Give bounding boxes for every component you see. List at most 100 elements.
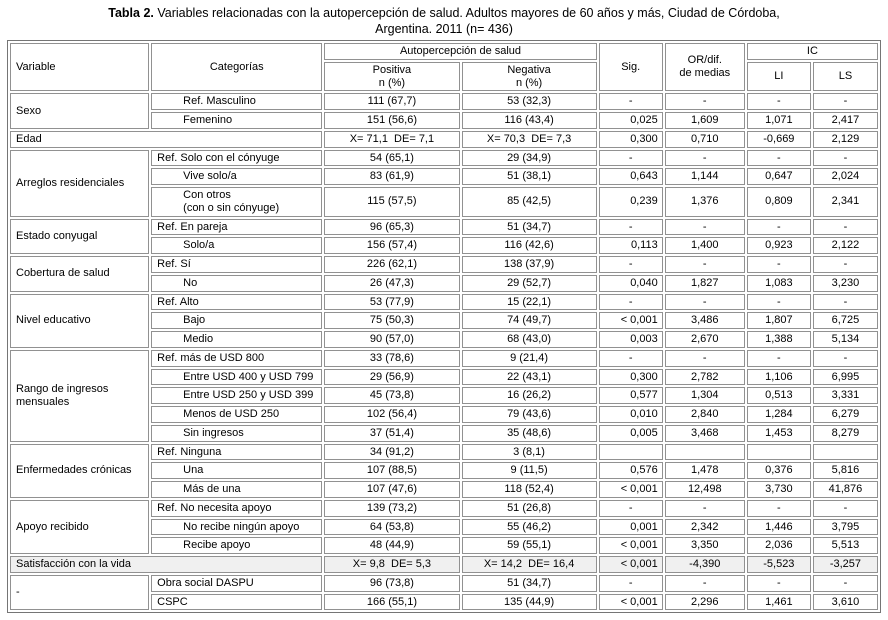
category-cell: Femenino bbox=[151, 112, 323, 129]
or-cell: - bbox=[664, 218, 745, 236]
or-cell: 3,468 bbox=[664, 424, 745, 442]
ls-cell: 6,725 bbox=[812, 312, 878, 329]
sig-cell: 0,300 bbox=[598, 368, 663, 386]
positive-cell: X= 71,1 DE= 7,1 bbox=[324, 130, 460, 148]
category-cell: Ref. Sí bbox=[151, 256, 323, 273]
variable-cell: - bbox=[10, 574, 150, 611]
title-text: Variables relacionadas con la autopercep… bbox=[153, 6, 780, 20]
header-row-2: Positiva n (%) Negativa n (%) LI LS bbox=[10, 61, 878, 92]
or-cell: - bbox=[664, 293, 745, 311]
table-row: Vive solo/a 83 (61,9) 51 (38,1) 0,643 1,144 0… bbox=[10, 168, 878, 185]
negative-cell: 53 (32,3) bbox=[461, 93, 597, 110]
or-cell: 0,710 bbox=[664, 130, 745, 148]
category-cell: Menos de USD 250 bbox=[151, 406, 323, 423]
ls-cell: 5,134 bbox=[812, 331, 878, 348]
li-cell: 3,730 bbox=[746, 481, 811, 498]
ls-cell: - bbox=[812, 149, 878, 167]
negative-cell: X= 14,2 DE= 16,4 bbox=[461, 556, 597, 573]
negative-cell: 16 (26,2) bbox=[461, 387, 597, 404]
positive-cell: 45 (73,8) bbox=[324, 387, 460, 404]
table-row: No recibe ningún apoyo 64 (53,8) 55 (46,2)… bbox=[10, 518, 878, 536]
positive-cell: 96 (65,3) bbox=[324, 218, 460, 236]
sig-cell: 0,239 bbox=[598, 187, 663, 217]
sig-cell: - bbox=[598, 149, 663, 167]
category-cell: Ref. En pareja bbox=[151, 218, 323, 236]
negative-cell: 79 (43,6) bbox=[461, 406, 597, 423]
or-cell: - bbox=[664, 149, 745, 167]
ls-cell: - bbox=[812, 218, 878, 236]
category-cell: Con otros (con o sin cónyuge) bbox=[151, 187, 323, 217]
variable-cell: Edad bbox=[10, 130, 323, 148]
li-cell: - bbox=[746, 256, 811, 273]
variable-cell: Sexo bbox=[10, 93, 150, 129]
ls-cell: 2,417 bbox=[812, 112, 878, 129]
variable-cell: Rango de ingresos mensuales bbox=[10, 349, 150, 442]
negative-cell: 85 (42,5) bbox=[461, 187, 597, 217]
ls-cell: 2,122 bbox=[812, 237, 878, 254]
sig-cell: 0,113 bbox=[598, 237, 663, 254]
or-cell: 1,827 bbox=[664, 274, 745, 292]
or-cell: 1,609 bbox=[664, 112, 745, 129]
category-cell: No bbox=[151, 274, 323, 292]
or-cell: 12,498 bbox=[664, 481, 745, 498]
li-cell: 1,807 bbox=[746, 312, 811, 329]
category-cell: Ref. más de USD 800 bbox=[151, 349, 323, 367]
category-cell: Ref. Ninguna bbox=[151, 443, 323, 461]
title-line-2: Argentina. 2011 (n= 436) bbox=[375, 22, 513, 36]
ls-cell: - bbox=[812, 293, 878, 311]
negative-cell: X= 70,3 DE= 7,3 bbox=[461, 130, 597, 148]
table-row: Entre USD 400 y USD 799 29 (56,9) 22 (43,1… bbox=[10, 368, 878, 386]
category-cell: Ref. Masculino bbox=[151, 93, 323, 110]
table-row: Una 107 (88,5) 9 (11,5) 0,576 1,478 0,376 5,81… bbox=[10, 462, 878, 479]
table-row: Menos de USD 250 102 (56,4) 79 (43,6) 0,010… bbox=[10, 406, 878, 423]
variable-cell: Estado conyugal bbox=[10, 218, 150, 254]
sig-cell: < 0,001 bbox=[598, 312, 663, 329]
ls-cell: 3,610 bbox=[812, 593, 878, 611]
sig-cell bbox=[598, 443, 663, 461]
negative-cell: 51 (26,8) bbox=[461, 499, 597, 517]
sig-cell: - bbox=[598, 218, 663, 236]
li-cell: -0,669 bbox=[746, 130, 811, 148]
col-header-autoperception: Autopercepción de salud bbox=[324, 43, 597, 60]
li-cell: 1,083 bbox=[746, 274, 811, 292]
ls-cell: 3,230 bbox=[812, 274, 878, 292]
ls-cell: - bbox=[812, 499, 878, 517]
negative-cell: 59 (55,1) bbox=[461, 537, 597, 554]
ls-cell: 3,795 bbox=[812, 518, 878, 536]
category-cell: Sin ingresos bbox=[151, 424, 323, 442]
col-header-ic: IC bbox=[746, 43, 878, 60]
category-cell: Ref. Solo con el cónyuge bbox=[151, 149, 323, 167]
negative-cell: 116 (43,4) bbox=[461, 112, 597, 129]
sig-cell: < 0,001 bbox=[598, 537, 663, 554]
li-cell: 1,388 bbox=[746, 331, 811, 348]
negative-cell: 51 (38,1) bbox=[461, 168, 597, 185]
positive-cell: 156 (57,4) bbox=[324, 237, 460, 254]
or-cell: 1,376 bbox=[664, 187, 745, 217]
variable-cell: Nivel educativo bbox=[10, 293, 150, 348]
or-cell: - bbox=[664, 574, 745, 592]
or-cell: - bbox=[664, 93, 745, 110]
or-cell: 1,144 bbox=[664, 168, 745, 185]
positive-cell: X= 9,8 DE= 5,3 bbox=[324, 556, 460, 573]
positive-cell: 75 (50,3) bbox=[324, 312, 460, 329]
table-row: Medio 90 (57,0) 68 (43,0) 0,003 2,670 1,388 5,… bbox=[10, 331, 878, 348]
table-row: Bajo 75 (50,3) 74 (49,7) < 0,001 3,486 1,807 6… bbox=[10, 312, 878, 329]
or-cell: - bbox=[664, 499, 745, 517]
negative-cell: 22 (43,1) bbox=[461, 368, 597, 386]
negative-cell: 9 (11,5) bbox=[461, 462, 597, 479]
li-cell: 0,923 bbox=[746, 237, 811, 254]
variable-cell: Satisfacción con la vida bbox=[10, 556, 323, 573]
category-cell: Ref. No necesita apoyo bbox=[151, 499, 323, 517]
sig-cell: - bbox=[598, 574, 663, 592]
positive-cell: 64 (53,8) bbox=[324, 518, 460, 536]
category-cell: Entre USD 250 y USD 399 bbox=[151, 387, 323, 404]
ls-cell: - bbox=[812, 93, 878, 110]
header-row-1: Variable Categorías Autopercepción de sa… bbox=[10, 43, 878, 92]
col-header-categories: Categorías bbox=[151, 43, 323, 92]
table-row: Sin ingresos 37 (51,4) 35 (48,6) 0,005 3,468… bbox=[10, 424, 878, 442]
li-cell: 1,106 bbox=[746, 368, 811, 386]
ls-cell: 6,995 bbox=[812, 368, 878, 386]
li-cell: - bbox=[746, 293, 811, 311]
or-cell: 2,840 bbox=[664, 406, 745, 423]
or-cell bbox=[664, 443, 745, 461]
